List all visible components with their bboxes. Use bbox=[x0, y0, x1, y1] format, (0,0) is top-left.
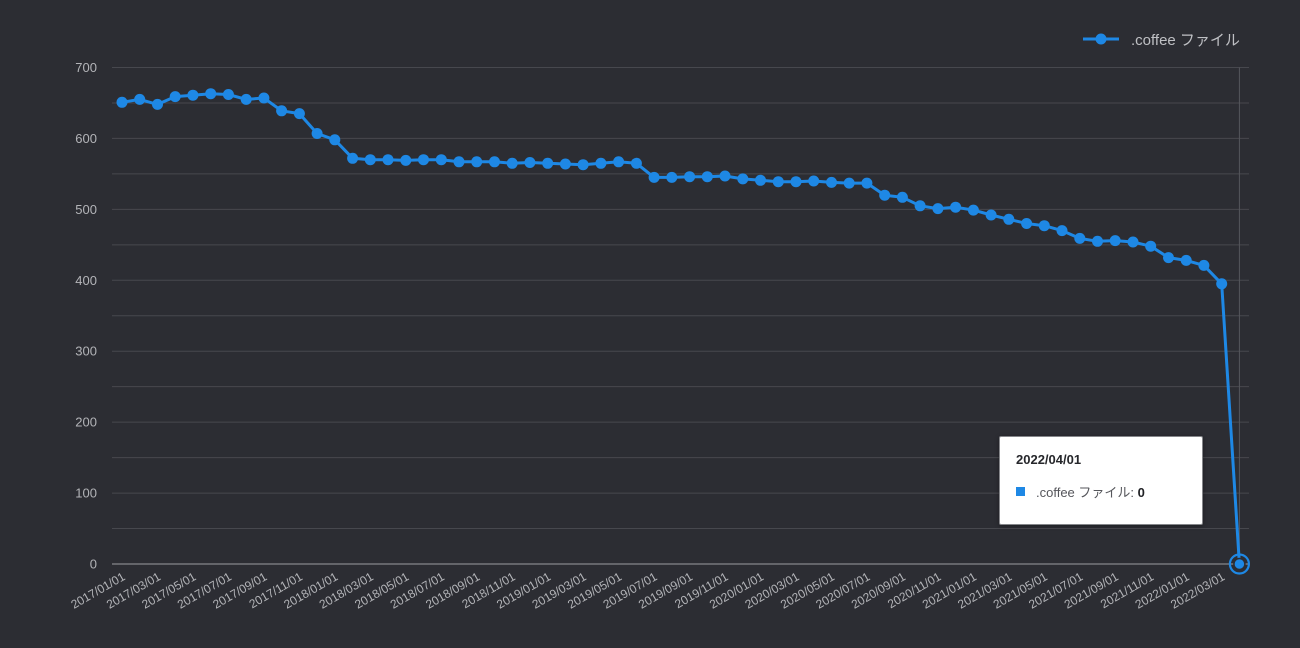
data-point[interactable] bbox=[790, 176, 802, 188]
data-point[interactable] bbox=[293, 108, 305, 120]
y-axis-tick-label: 400 bbox=[75, 273, 97, 288]
data-point[interactable] bbox=[1198, 259, 1210, 271]
data-point[interactable] bbox=[879, 189, 891, 201]
y-axis-tick-label: 200 bbox=[75, 415, 97, 430]
legend-series-label: .coffee ファイル bbox=[1131, 31, 1240, 49]
data-point[interactable] bbox=[240, 93, 252, 105]
data-point[interactable] bbox=[1163, 252, 1174, 264]
data-point[interactable] bbox=[542, 157, 554, 169]
data-point[interactable] bbox=[134, 93, 146, 105]
selected-data-point[interactable] bbox=[1233, 557, 1246, 571]
data-point[interactable] bbox=[613, 156, 625, 168]
data-point[interactable] bbox=[755, 174, 766, 186]
data-point[interactable] bbox=[1145, 240, 1157, 252]
y-axis-tick-label: 600 bbox=[75, 131, 97, 146]
data-point[interactable] bbox=[666, 171, 678, 183]
tooltip-series-name: .coffee ファイル bbox=[1036, 485, 1131, 500]
data-point[interactable] bbox=[914, 200, 926, 212]
data-point[interactable] bbox=[861, 177, 873, 189]
legend-line-marker-icon bbox=[1083, 33, 1119, 45]
data-point[interactable] bbox=[1216, 278, 1228, 290]
tooltip-series-label: .coffee ファイル: 0 bbox=[1036, 482, 1145, 501]
data-point[interactable] bbox=[471, 156, 483, 168]
data-point[interactable] bbox=[577, 159, 589, 171]
data-point[interactable] bbox=[152, 98, 163, 110]
data-point[interactable] bbox=[222, 89, 234, 100]
data-point[interactable] bbox=[418, 154, 429, 166]
data-point[interactable] bbox=[967, 204, 979, 216]
selected-point-ring bbox=[1228, 553, 1251, 575]
data-point[interactable] bbox=[772, 176, 784, 188]
data-point[interactable] bbox=[826, 176, 837, 188]
data-point[interactable] bbox=[1092, 235, 1103, 247]
data-point[interactable] bbox=[1127, 236, 1139, 248]
data-point[interactable] bbox=[684, 171, 696, 183]
data-point[interactable] bbox=[701, 171, 713, 183]
data-point[interactable] bbox=[187, 89, 199, 101]
data-point[interactable] bbox=[1003, 213, 1015, 225]
data-point[interactable] bbox=[630, 157, 642, 169]
data-point[interactable] bbox=[435, 154, 447, 166]
data-point[interactable] bbox=[896, 191, 908, 203]
data-point[interactable] bbox=[648, 171, 660, 183]
data-point[interactable] bbox=[382, 154, 394, 166]
data-point[interactable] bbox=[524, 157, 536, 168]
data-point[interactable] bbox=[116, 96, 128, 108]
y-axis-tick-label: 0 bbox=[90, 557, 97, 572]
data-point[interactable] bbox=[1021, 218, 1033, 229]
data-point[interactable] bbox=[808, 175, 820, 187]
data-point[interactable] bbox=[1056, 225, 1068, 237]
data-point[interactable] bbox=[453, 156, 465, 168]
data-point[interactable] bbox=[506, 157, 518, 169]
data-point[interactable] bbox=[400, 154, 412, 166]
data-point[interactable] bbox=[329, 134, 341, 146]
data-point[interactable] bbox=[489, 156, 500, 168]
data-point[interactable] bbox=[719, 170, 731, 182]
legend: .coffee ファイル bbox=[1083, 28, 1240, 50]
data-point[interactable] bbox=[932, 203, 944, 215]
tooltip-series-row: .coffee ファイル: 0 bbox=[1016, 482, 1186, 501]
tooltip-date: 2022/04/01 bbox=[1016, 452, 1082, 467]
data-point[interactable] bbox=[169, 91, 181, 103]
data-point[interactable] bbox=[950, 201, 962, 213]
data-point[interactable] bbox=[1074, 232, 1086, 244]
data-point[interactable] bbox=[258, 92, 270, 104]
data-point[interactable] bbox=[1038, 220, 1050, 232]
data-point[interactable] bbox=[559, 158, 571, 170]
data-point[interactable] bbox=[311, 128, 323, 139]
data-point[interactable] bbox=[843, 177, 855, 189]
data-point[interactable] bbox=[1109, 235, 1121, 247]
series-color-swatch-icon bbox=[1016, 487, 1025, 496]
y-axis-tick-label: 100 bbox=[75, 486, 97, 501]
data-point[interactable] bbox=[595, 157, 607, 169]
series-line bbox=[120, 92, 1241, 566]
tooltip-value: 0 bbox=[1137, 485, 1145, 500]
data-point[interactable] bbox=[1180, 254, 1192, 266]
data-point[interactable] bbox=[276, 105, 288, 117]
data-point[interactable] bbox=[347, 152, 359, 164]
y-axis-tick-label: 500 bbox=[75, 202, 97, 217]
data-point[interactable] bbox=[364, 154, 376, 166]
data-point[interactable] bbox=[205, 88, 217, 100]
data-point[interactable] bbox=[737, 173, 749, 185]
y-axis-tick-label: 700 bbox=[75, 60, 97, 75]
tooltip: 2022/04/01 .coffee ファイル: 0 bbox=[999, 436, 1203, 525]
y-axis-tick-label: 300 bbox=[75, 344, 97, 359]
tooltip-separator: : bbox=[1130, 485, 1138, 500]
data-point[interactable] bbox=[985, 209, 997, 221]
